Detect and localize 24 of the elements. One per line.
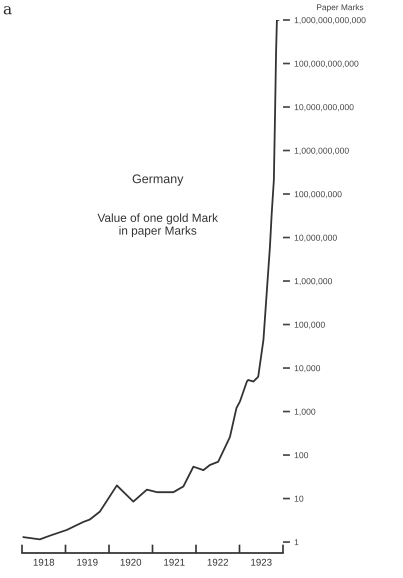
x-tick-label: 1919 [77, 558, 98, 566]
y-tick-label: 1 [294, 539, 298, 546]
y-tick-label: 10 [294, 496, 304, 502]
y-tick-label: 100,000,000 [294, 191, 342, 198]
text: Value of one gold Mark in paper Marks [98, 213, 218, 238]
y-tick-label: 1,000 [294, 408, 316, 416]
x-tick-label: 1923 [251, 558, 272, 566]
x-tick-label: 1918 [34, 558, 54, 566]
y-tick-label: 10,000,000 [294, 234, 337, 242]
x-tick-label: 1922 [208, 558, 228, 566]
x-tick-label: 1920 [120, 558, 142, 566]
line-series [22, 20, 280, 540]
y-tick-label: 100,000 [294, 322, 325, 329]
y-tick-label: 1,000,000 [294, 278, 332, 286]
y-tick-label: 100,000,000,000 [294, 60, 358, 68]
x-tick-label: 1921 [164, 558, 185, 566]
y-tick-label: 1,000,000,000 [294, 148, 349, 155]
text: a [4, 6, 12, 14]
y-axis-title: Paper Marks [317, 4, 364, 12]
y-tick-label: 10,000 [294, 365, 320, 372]
text: Germany [132, 174, 184, 186]
y-tick-label: 1,000,000,000,000 [294, 17, 366, 24]
y-tick-label: 100 [294, 452, 308, 458]
y-tick-label: 10,000,000,000 [294, 104, 354, 112]
